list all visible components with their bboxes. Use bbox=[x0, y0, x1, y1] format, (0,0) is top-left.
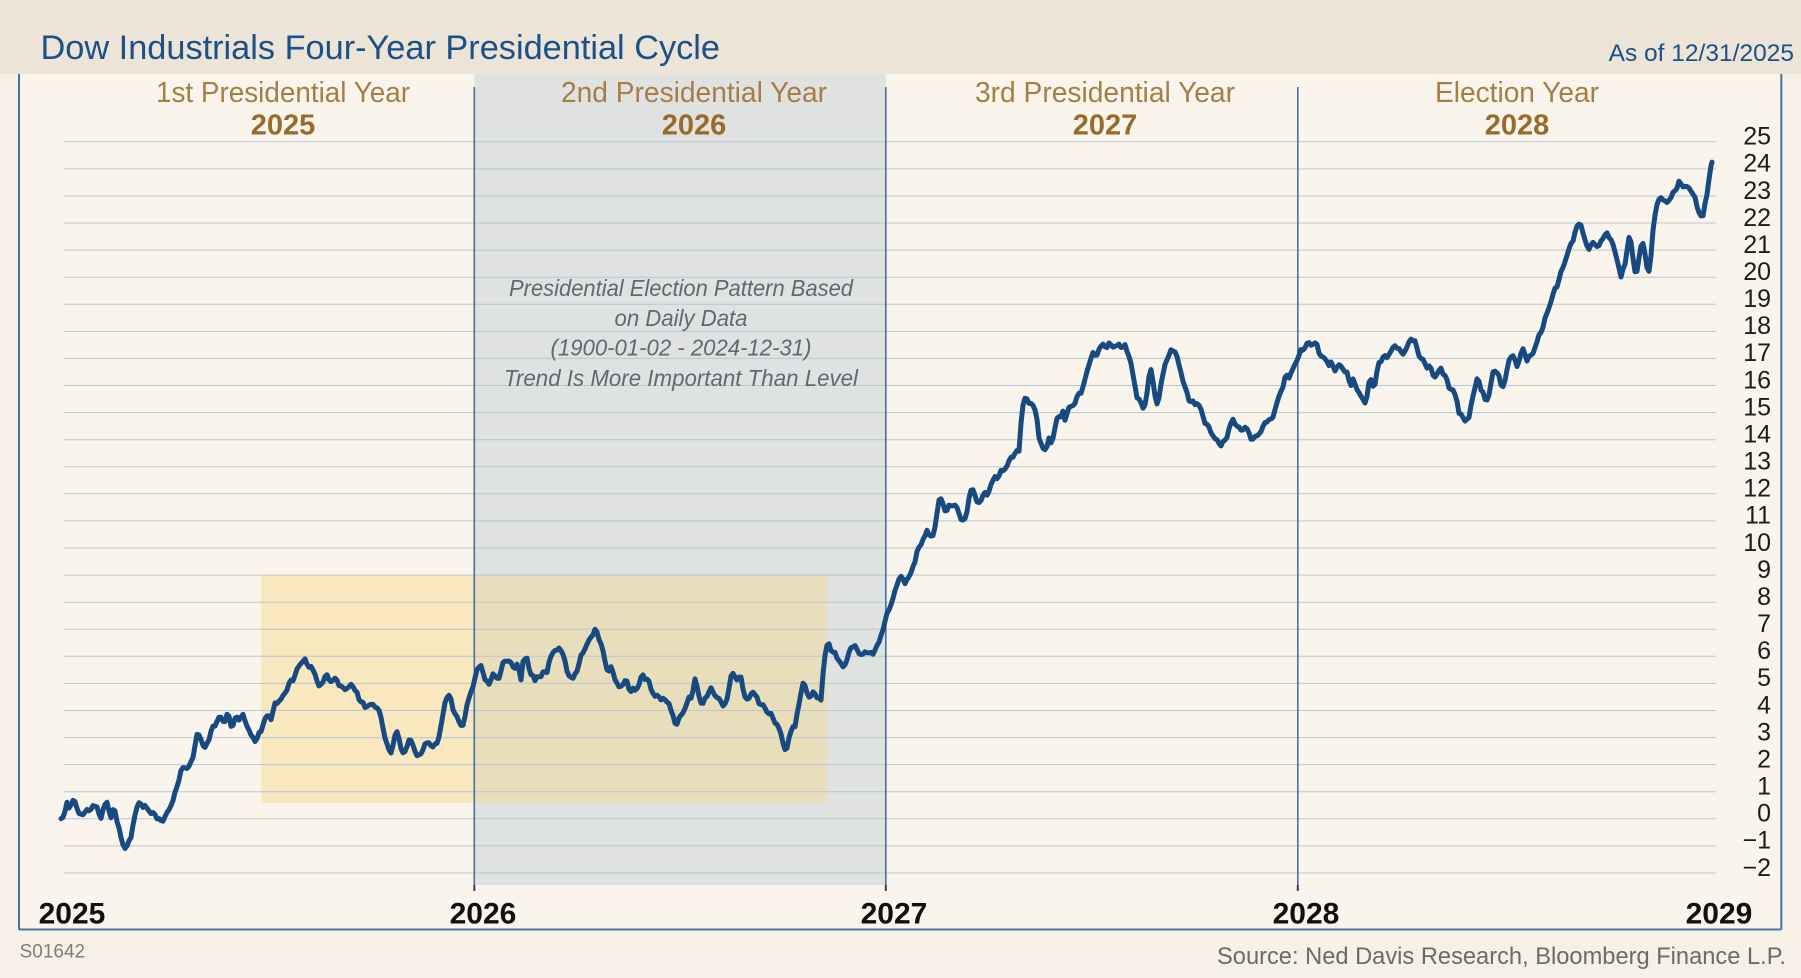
svg-text:20: 20 bbox=[1743, 258, 1771, 286]
svg-text:1: 1 bbox=[1757, 773, 1771, 801]
svg-text:21: 21 bbox=[1743, 231, 1771, 259]
svg-text:5: 5 bbox=[1757, 664, 1771, 692]
svg-text:2026: 2026 bbox=[662, 110, 727, 142]
svg-text:As of 12/31/2025: As of 12/31/2025 bbox=[1609, 40, 1794, 67]
svg-text:16: 16 bbox=[1743, 366, 1771, 394]
svg-text:4: 4 bbox=[1757, 691, 1771, 719]
svg-text:17: 17 bbox=[1743, 339, 1771, 367]
svg-text:6: 6 bbox=[1757, 637, 1771, 665]
svg-text:−1: −1 bbox=[1742, 827, 1771, 855]
svg-text:19: 19 bbox=[1743, 285, 1771, 313]
svg-text:2: 2 bbox=[1757, 745, 1771, 773]
svg-text:2029: 2029 bbox=[1686, 898, 1753, 931]
svg-text:10: 10 bbox=[1743, 529, 1771, 557]
svg-text:22: 22 bbox=[1743, 204, 1771, 232]
svg-text:3: 3 bbox=[1757, 718, 1771, 746]
svg-text:−2: −2 bbox=[1742, 854, 1771, 882]
svg-text:1st Presidential Year: 1st Presidential Year bbox=[156, 77, 410, 109]
svg-text:15: 15 bbox=[1743, 393, 1771, 421]
svg-text:2nd Presidential Year: 2nd Presidential Year bbox=[561, 77, 827, 109]
svg-text:0: 0 bbox=[1757, 800, 1771, 828]
svg-text:7: 7 bbox=[1757, 610, 1771, 638]
svg-text:(1900-01-02 - 2024-12-31): (1900-01-02 - 2024-12-31) bbox=[551, 334, 812, 360]
svg-text:S01642: S01642 bbox=[20, 942, 86, 963]
svg-text:11: 11 bbox=[1745, 502, 1771, 530]
svg-text:Dow Industrials Four-Year Pres: Dow Industrials Four-Year Presidential C… bbox=[41, 29, 721, 67]
svg-text:Election Year: Election Year bbox=[1435, 77, 1599, 109]
svg-text:12: 12 bbox=[1743, 475, 1771, 503]
svg-text:14: 14 bbox=[1743, 421, 1771, 449]
svg-text:2025: 2025 bbox=[251, 110, 316, 142]
svg-text:2028: 2028 bbox=[1485, 110, 1550, 142]
svg-text:2026: 2026 bbox=[450, 898, 517, 931]
svg-text:18: 18 bbox=[1743, 312, 1771, 340]
svg-text:3rd Presidential Year: 3rd Presidential Year bbox=[975, 77, 1235, 109]
svg-text:Trend Is More Important Than L: Trend Is More Important Than Level bbox=[504, 365, 859, 391]
svg-text:25: 25 bbox=[1743, 123, 1771, 151]
svg-text:2025: 2025 bbox=[39, 898, 106, 931]
svg-text:Presidential Election Pattern: Presidential Election Pattern Based bbox=[509, 275, 854, 301]
svg-text:8: 8 bbox=[1757, 583, 1771, 611]
svg-text:24: 24 bbox=[1743, 150, 1771, 178]
svg-text:23: 23 bbox=[1743, 177, 1771, 205]
svg-text:2027: 2027 bbox=[1073, 110, 1138, 142]
svg-text:13: 13 bbox=[1743, 448, 1771, 476]
svg-text:Source: Ned Davis Research, Bl: Source: Ned Davis Research, Bloomberg Fi… bbox=[1217, 943, 1786, 970]
svg-text:on Daily Data: on Daily Data bbox=[615, 305, 748, 331]
svg-text:9: 9 bbox=[1757, 556, 1771, 584]
svg-text:2027: 2027 bbox=[861, 898, 928, 931]
svg-text:2028: 2028 bbox=[1273, 898, 1340, 931]
